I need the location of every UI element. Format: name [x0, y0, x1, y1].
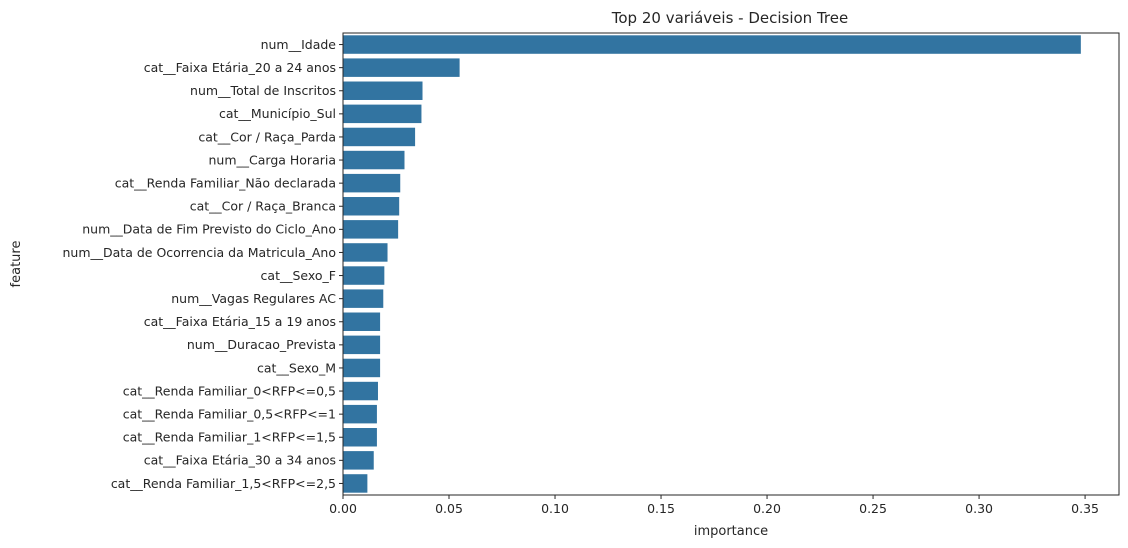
bar-14 [343, 358, 381, 378]
x-tick-label: 0.20 [753, 501, 781, 516]
y-tick-label: num__Data de Ocorrencia da Matricula_Ano [63, 245, 337, 260]
x-tick-label: 0.10 [541, 501, 569, 516]
bar-19 [343, 474, 368, 493]
x-tick-label: 0.35 [1071, 501, 1099, 516]
y-tick-label: cat__Município_Sul [219, 106, 336, 121]
bar-12 [343, 312, 381, 331]
x-axis-label: importance [694, 524, 768, 539]
y-tick-label: cat__Sexo_F [261, 268, 336, 283]
y-tick-label: cat__Renda Familiar_0<RFP<=0,5 [123, 383, 336, 398]
bar-2 [343, 81, 423, 100]
y-tick-label: cat__Renda Familiar_0,5<RFP<=1 [123, 407, 336, 422]
bar-11 [343, 289, 384, 308]
y-tick-label: cat__Cor / Raça_Parda [198, 129, 336, 144]
y-tick-label: num__Carga Horaria [208, 152, 336, 167]
chart-title: Top 20 variáveis - Decision Tree [611, 9, 848, 27]
y-tick-label: num__Idade [261, 37, 337, 52]
plot-frame [342, 32, 1120, 496]
x-tick-label: 0.00 [329, 501, 357, 516]
y-tick-label: cat__Renda Familiar_Não declarada [115, 176, 336, 191]
y-tick-label: cat__Renda Familiar_1,5<RFP<=2,5 [111, 476, 336, 491]
bar-8 [343, 220, 399, 239]
y-tick-label: num__Duracao_Prevista [187, 337, 336, 352]
y-tick-label: num__Total de Inscritos [190, 83, 336, 98]
y-tick-label: num__Data de Fim Previsto do Ciclo_Ano [82, 222, 336, 237]
bar-3 [343, 104, 422, 124]
bar-9 [343, 243, 388, 262]
y-tick-label: cat__Cor / Raça_Branca [190, 199, 336, 214]
bar-17 [343, 428, 377, 447]
y-tick-label: cat__Faixa Etária_15 a 19 anos [144, 314, 336, 329]
x-axis-ticks: 0.00 0.05 0.10 0.15 0.20 0.25 0.30 0.35 [329, 495, 1099, 516]
y-tick-label: num__Vagas Regulares AC [171, 291, 336, 306]
bars-group [343, 35, 1081, 493]
bar-16 [343, 404, 377, 424]
bar-7 [343, 197, 400, 216]
bar-1 [343, 58, 460, 77]
bar-10 [343, 266, 385, 285]
bar-18 [343, 451, 374, 470]
y-axis-ticks: num__Idade cat__Faixa Etária_20 a 24 anos… [63, 37, 343, 491]
x-tick-label: 0.15 [647, 501, 675, 516]
x-tick-label: 0.30 [965, 501, 993, 516]
y-tick-label: cat__Faixa Etária_30 a 34 anos [144, 453, 336, 468]
y-axis-label: feature [9, 241, 24, 288]
x-tick-label: 0.05 [435, 501, 463, 516]
bar-6 [343, 173, 401, 193]
bar-0 [343, 35, 1081, 54]
bar-5 [343, 150, 405, 170]
bar-15 [343, 381, 378, 401]
y-tick-label: cat__Faixa Etária_20 a 24 anos [144, 60, 336, 75]
x-tick-label: 0.25 [859, 501, 887, 516]
y-tick-label: cat__Sexo_M [257, 360, 336, 375]
bar-4 [343, 127, 416, 147]
y-tick-label: cat__Renda Familiar_1<RFP<=1,5 [123, 430, 336, 445]
bar-13 [343, 335, 381, 355]
